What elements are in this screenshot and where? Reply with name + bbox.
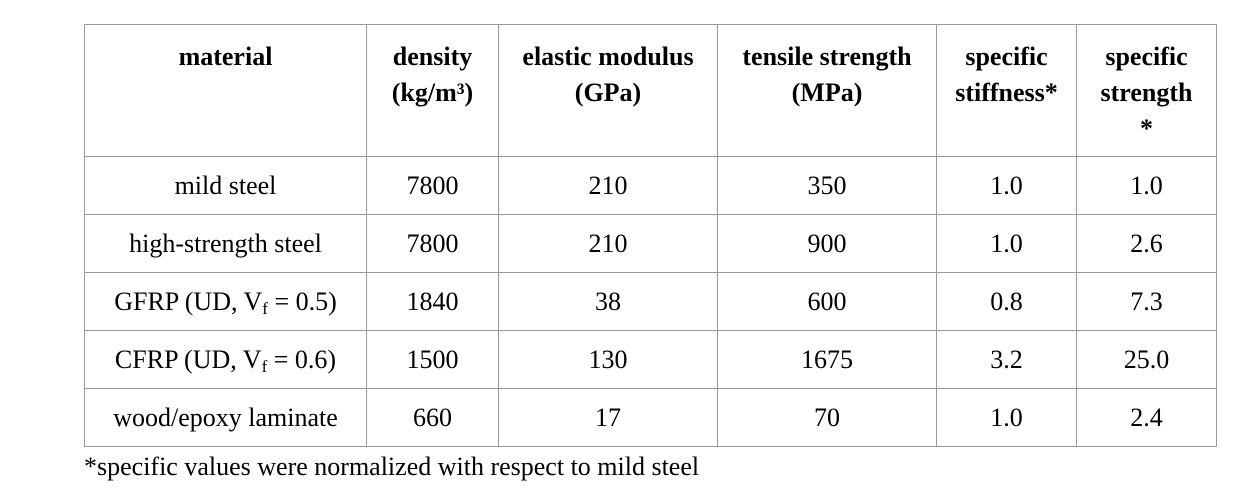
- header-line: elastic modulus: [522, 42, 694, 71]
- table-row: GFRP (UD, Vf = 0.5) 1840 38 600 0.8 7.3: [84, 272, 1217, 331]
- cell: 600: [717, 272, 937, 331]
- cell: 1500: [366, 330, 499, 389]
- subscript: f: [261, 356, 268, 376]
- header-cell: specific strength *: [1076, 24, 1217, 157]
- cell: 1.0: [936, 214, 1077, 273]
- header-line: (kg/m³): [391, 78, 474, 107]
- header-line: density: [392, 42, 473, 71]
- subscript: f: [262, 298, 268, 318]
- header-cell: elastic modulus (GPa): [498, 24, 718, 157]
- header-line: material: [178, 42, 273, 71]
- cell: 1840: [366, 272, 499, 331]
- cell: 900: [717, 214, 937, 273]
- cell: 70: [717, 388, 937, 447]
- cell: 38: [498, 272, 718, 331]
- cell: 660: [366, 388, 499, 447]
- cell: 2.6: [1076, 214, 1217, 273]
- header-cell: specific stiffness*: [936, 24, 1077, 157]
- cell: mild steel: [84, 156, 367, 215]
- header-row: material density (kg/m³) elastic modulus (GP…: [84, 24, 1217, 157]
- cell: high-strength steel: [84, 214, 367, 273]
- header-line: specific: [965, 42, 1048, 71]
- cell-text: = 0.5): [267, 286, 337, 316]
- cell: wood/epoxy laminate: [84, 388, 367, 447]
- header-cell: material: [84, 24, 367, 157]
- cell: 1.0: [1076, 156, 1217, 215]
- cell: 17: [498, 388, 718, 447]
- cell: 2.4: [1076, 388, 1217, 447]
- cell: 7800: [366, 214, 499, 273]
- footnote: *specific values were normalized with re…: [84, 452, 700, 481]
- header-cell: density (kg/m³): [366, 24, 499, 157]
- cell-text: CFRP (UD, V: [114, 344, 262, 374]
- cell: 1.0: [936, 156, 1077, 215]
- cell: GFRP (UD, Vf = 0.5): [84, 272, 367, 331]
- data-table: material density (kg/m³) elastic modulus (GP…: [84, 24, 1217, 447]
- cell: 210: [498, 156, 718, 215]
- cell: 3.2: [936, 330, 1077, 389]
- cell: 25.0: [1076, 330, 1217, 389]
- header-line: (MPa): [791, 78, 863, 107]
- cell: 350: [717, 156, 937, 215]
- cell: CFRP (UD, Vf = 0.6): [84, 330, 367, 389]
- cell: 210: [498, 214, 718, 273]
- cell: 0.8: [936, 272, 1077, 331]
- header-line: *: [1140, 114, 1153, 143]
- table-row: CFRP (UD, Vf = 0.6) 1500 130 1675 3.2 25.0: [84, 330, 1217, 389]
- cell-text: = 0.6): [267, 344, 337, 374]
- table-row: wood/epoxy laminate 660 17 70 1.0 2.4: [84, 388, 1217, 447]
- cell: 7.3: [1076, 272, 1217, 331]
- header-line: stiffness*: [955, 78, 1058, 107]
- header-line: strength: [1100, 78, 1193, 107]
- header-line: tensile strength: [742, 42, 912, 71]
- header-line: specific: [1105, 42, 1188, 71]
- header-cell: tensile strength (MPa): [717, 24, 937, 157]
- cell: 130: [498, 330, 718, 389]
- cell-text: GFRP (UD, V: [114, 286, 263, 316]
- table-row: mild steel 7800 210 350 1.0 1.0: [84, 156, 1217, 215]
- cell: 1675: [717, 330, 937, 389]
- table-row: high-strength steel 7800 210 900 1.0 2.6: [84, 214, 1217, 273]
- cell: 1.0: [936, 388, 1077, 447]
- header-line: (GPa): [574, 78, 642, 107]
- cell: 7800: [366, 156, 499, 215]
